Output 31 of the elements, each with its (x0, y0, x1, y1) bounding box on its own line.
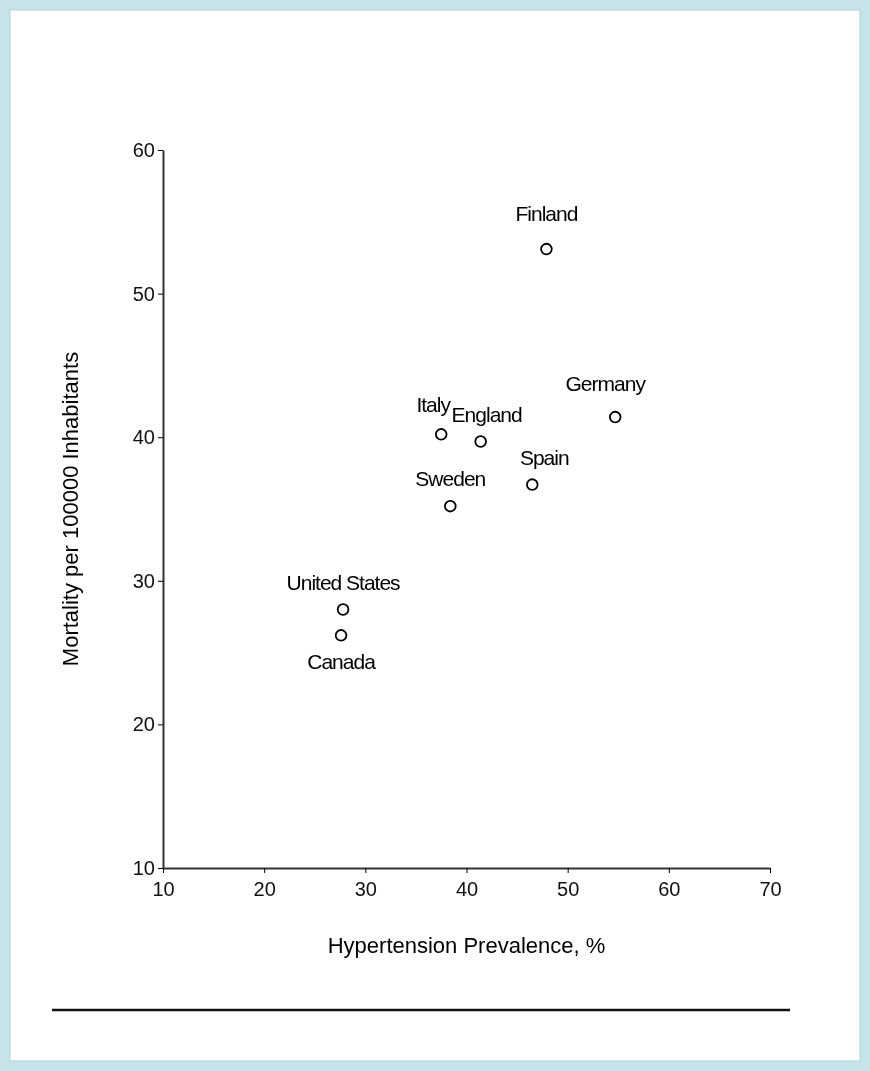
point (334, 629, 348, 642)
y-tick-label: 30 (132, 569, 155, 592)
x-tick-label: 10 (152, 878, 175, 900)
point (526, 478, 539, 491)
x-tick-label: 60 (658, 878, 681, 900)
annotation: United States (286, 570, 401, 594)
x-tick-label: 50 (557, 878, 580, 900)
y-tick-label: 20 (132, 713, 155, 736)
x-tick-label: 40 (455, 878, 479, 900)
annotation: Canada (307, 650, 377, 674)
annotation: Finland (515, 202, 578, 226)
y-axis-title: Mortality per 100000 Inhabitants (58, 351, 83, 667)
y-tick-label: 10 (132, 856, 155, 879)
annotation: England (451, 402, 523, 426)
point (434, 428, 448, 441)
y-tick-label: 50 (132, 282, 155, 305)
point (540, 242, 553, 256)
x-tick-label: 20 (253, 878, 276, 900)
annotation: Spain (519, 445, 569, 469)
annotation: Italy (416, 393, 452, 417)
y-tick-label: 60 (132, 138, 155, 161)
x-tick-label: 70 (759, 878, 782, 900)
point (608, 410, 622, 424)
annotation: Germany (565, 372, 647, 396)
point (474, 435, 487, 448)
y-tick-label: 40 (132, 426, 155, 449)
x-tick-label: 30 (354, 878, 377, 900)
annotation: Sweden (415, 467, 486, 491)
x-axis-title: Hypertension Prevalence, % (327, 933, 606, 958)
point (444, 499, 457, 513)
point (336, 603, 350, 616)
